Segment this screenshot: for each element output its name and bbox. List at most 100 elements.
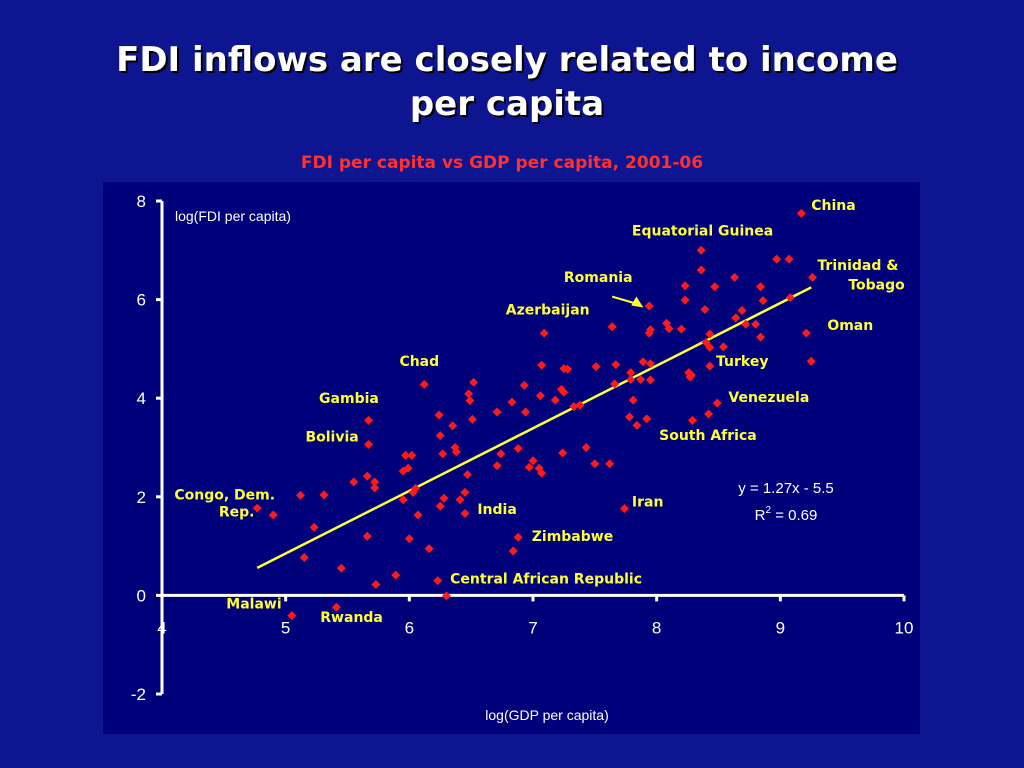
data-point (645, 375, 655, 385)
point-annotation: Romania (564, 270, 633, 286)
point-annotation: China (811, 198, 855, 214)
data-point (370, 477, 380, 487)
data-point (513, 443, 523, 453)
data-point (391, 570, 401, 580)
data-point (591, 362, 601, 372)
point-annotation: Rwanda (320, 610, 383, 626)
point-annotation: Congo, Dem. (174, 487, 275, 503)
data-point (696, 245, 706, 255)
point-annotation: Azerbaijan (506, 302, 590, 318)
point-annotation: Malawi (226, 597, 281, 613)
data-point (364, 440, 374, 450)
data-point (451, 447, 461, 457)
data-point (581, 443, 591, 452)
data-point (524, 462, 534, 472)
data-point (680, 295, 690, 305)
data-point (287, 611, 297, 621)
data-point (492, 407, 502, 417)
data-point (408, 487, 418, 497)
data-point (528, 456, 538, 466)
point-annotation: Venezuela (728, 390, 809, 406)
data-point (462, 470, 472, 480)
data-point (535, 391, 545, 401)
data-point (705, 342, 715, 352)
y-tick-label: 2 (137, 488, 146, 507)
point-annotation: Rep. (219, 505, 255, 521)
data-point (469, 377, 479, 387)
data-point (632, 420, 642, 430)
point-annotation: Chad (399, 354, 439, 370)
data-point (758, 296, 768, 306)
data-point (435, 501, 445, 511)
x-tick-label: 8 (652, 618, 661, 637)
data-point (362, 531, 372, 541)
data-point (268, 510, 278, 520)
data-point (610, 379, 620, 389)
data-point (460, 487, 470, 497)
y-axis-title: log(FDI per capita) (175, 208, 291, 224)
data-point (362, 471, 372, 481)
point-annotation: Turkey (716, 354, 768, 370)
slide-title-line-1: FDI inflows are closely related to incom… (116, 40, 898, 80)
data-point (465, 396, 475, 406)
data-point (741, 319, 751, 329)
data-point (772, 254, 782, 264)
data-point (513, 532, 523, 542)
data-point (688, 415, 698, 425)
data-point (550, 395, 560, 405)
data-point (737, 305, 747, 315)
x-tick-label: 7 (528, 618, 537, 637)
point-annotation: Trinidad & (817, 258, 898, 274)
data-point (628, 395, 638, 405)
y-tick-label: 4 (137, 389, 146, 408)
point-annotation: Zimbabwe (532, 529, 613, 545)
data-point (801, 328, 811, 338)
data-point (309, 522, 319, 532)
axes: -2 0 2 4 6 8 4 5 6 7 8 9 10 (131, 192, 914, 704)
r-squared-prefix: R (755, 507, 766, 524)
data-point (448, 421, 458, 431)
data-point (644, 328, 654, 338)
data-point (685, 372, 695, 382)
data-point (807, 272, 817, 282)
data-point (539, 328, 549, 338)
data-point (784, 254, 794, 264)
y-tick-label: 6 (137, 291, 146, 310)
point-annotation: Gambia (319, 391, 379, 407)
r-squared-superscript: 2 (765, 505, 771, 516)
data-point (796, 208, 806, 218)
plot-panel (103, 182, 920, 734)
slide-title-line-2: per capita (409, 84, 605, 124)
data-point (371, 580, 381, 590)
data-point (607, 322, 617, 332)
data-point (521, 407, 531, 417)
data-point (785, 293, 795, 303)
data-point (336, 563, 346, 573)
trendline (256, 286, 812, 570)
data-point (401, 450, 411, 460)
point-annotation: Bolivia (305, 430, 358, 446)
data-point (439, 493, 449, 503)
data-point (496, 449, 506, 459)
data-point (624, 412, 634, 422)
data-point (319, 490, 329, 500)
point-annotation: Central African Republic (450, 572, 642, 588)
data-point (704, 409, 714, 419)
data-point (424, 544, 434, 554)
data-point (507, 397, 517, 407)
data-point (413, 510, 423, 520)
data-point (645, 359, 655, 369)
r-squared-label: R2 = 0.69 (755, 505, 818, 524)
point-annotation: South Africa (659, 428, 757, 444)
romania-arrow-head (631, 296, 644, 308)
x-tick-label: 10 (895, 618, 914, 637)
chart-subtitle: FDI per capita vs GDP per capita, 2001-0… (300, 153, 704, 173)
data-point (575, 400, 585, 410)
data-point (756, 282, 766, 292)
data-point (558, 448, 568, 458)
data-point (252, 503, 262, 513)
point-annotation: India (477, 502, 516, 518)
data-point (370, 483, 380, 493)
annotations-layer: China Equatorial Guinea Romania Trinidad & T… (174, 198, 905, 626)
